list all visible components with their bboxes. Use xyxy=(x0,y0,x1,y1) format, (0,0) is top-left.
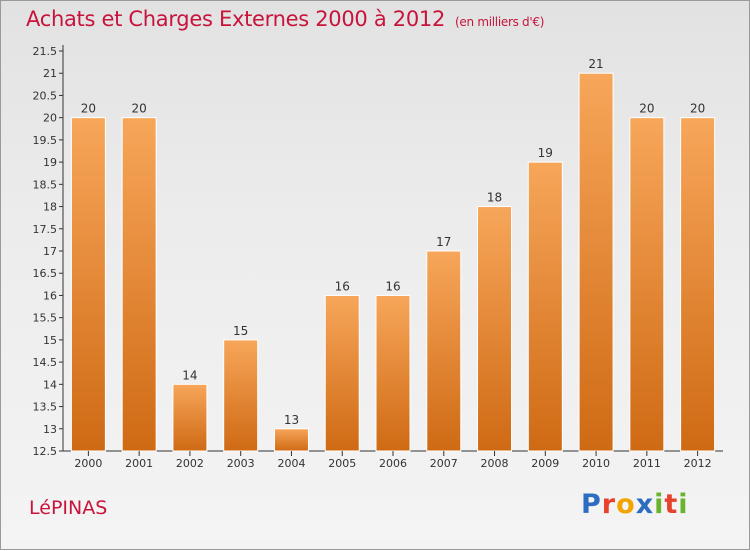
y-tick-label: 20.5 xyxy=(33,89,58,102)
logo-letter: P xyxy=(581,489,602,520)
logo-letter: o xyxy=(616,489,636,520)
logo-letter: r xyxy=(601,489,617,520)
bar xyxy=(172,383,208,452)
bar xyxy=(273,428,309,452)
y-tick-label: 12.5 xyxy=(33,445,58,458)
bar xyxy=(578,72,614,452)
y-tick-label: 14.5 xyxy=(33,356,58,369)
y-tick-label: 18 xyxy=(43,201,57,214)
bar xyxy=(121,117,157,452)
x-tick-label: 2004 xyxy=(277,457,305,470)
bar xyxy=(680,117,716,452)
bar xyxy=(477,206,513,452)
bar xyxy=(527,161,563,452)
city-name: LéPINAS xyxy=(29,497,108,519)
unit-label: (en milliers d'€) xyxy=(455,15,545,29)
bar-value-label: 15 xyxy=(233,324,248,338)
bar-value-label: 16 xyxy=(385,279,400,293)
bar xyxy=(426,250,462,452)
x-tick-label: 2005 xyxy=(328,457,356,470)
proxiti-logo[interactable]: Proxiti xyxy=(581,489,689,520)
y-tick-label: 21.5 xyxy=(33,45,58,58)
bar-value-label: 13 xyxy=(284,413,299,427)
y-tick-label: 19.5 xyxy=(33,134,58,147)
x-tick-label: 2003 xyxy=(227,457,255,470)
y-tick-label: 18.5 xyxy=(33,178,58,191)
y-tick-label: 19 xyxy=(43,156,57,169)
y-tick-label: 15 xyxy=(43,334,57,347)
chart-title: Achats et Charges Externes 2000 à 2012 (e… xyxy=(26,7,544,31)
bar-value-label: 14 xyxy=(182,368,197,382)
bar xyxy=(629,117,665,452)
bar-value-label: 20 xyxy=(81,102,96,116)
x-tick-label: 2008 xyxy=(481,457,509,470)
x-tick-label: 2011 xyxy=(633,457,661,470)
x-tick-label: 2009 xyxy=(531,457,559,470)
y-tick-label: 20 xyxy=(43,112,57,125)
bar-value-label: 20 xyxy=(690,102,705,116)
x-tick-label: 2000 xyxy=(74,457,102,470)
logo-letter: x xyxy=(635,489,655,520)
title-text: Achats et Charges Externes 2000 à 2012 xyxy=(26,7,446,31)
bar-value-label: 20 xyxy=(132,102,147,116)
x-tick-label: 2007 xyxy=(430,457,458,470)
y-tick-label: 17.5 xyxy=(33,223,58,236)
y-tick-label: 21 xyxy=(43,67,57,80)
y-tick-label: 13 xyxy=(43,423,57,436)
bar xyxy=(375,294,411,452)
x-tick-label: 2006 xyxy=(379,457,407,470)
bar-value-label: 16 xyxy=(335,279,350,293)
x-tick-label: 2001 xyxy=(125,457,153,470)
logo-letter: i xyxy=(678,489,689,520)
logo-letter: t xyxy=(664,489,679,520)
y-tick-label: 13.5 xyxy=(33,401,58,414)
x-tick-label: 2010 xyxy=(582,457,610,470)
y-tick-label: 16.5 xyxy=(33,267,58,280)
bar-value-label: 19 xyxy=(538,146,553,160)
logo-letter: i xyxy=(654,489,665,520)
bar xyxy=(223,339,259,452)
bar xyxy=(324,294,360,452)
bar-value-label: 17 xyxy=(436,235,451,249)
bar-value-label: 21 xyxy=(588,57,603,71)
y-tick-label: 17 xyxy=(43,245,57,258)
bar-value-label: 20 xyxy=(639,102,654,116)
y-tick-label: 16 xyxy=(43,289,57,302)
bar-value-label: 18 xyxy=(487,191,502,205)
y-tick-label: 15.5 xyxy=(33,312,58,325)
x-tick-label: 2002 xyxy=(176,457,204,470)
x-tick-label: 2012 xyxy=(684,457,712,470)
bar xyxy=(70,117,106,452)
y-tick-label: 14 xyxy=(43,378,57,391)
